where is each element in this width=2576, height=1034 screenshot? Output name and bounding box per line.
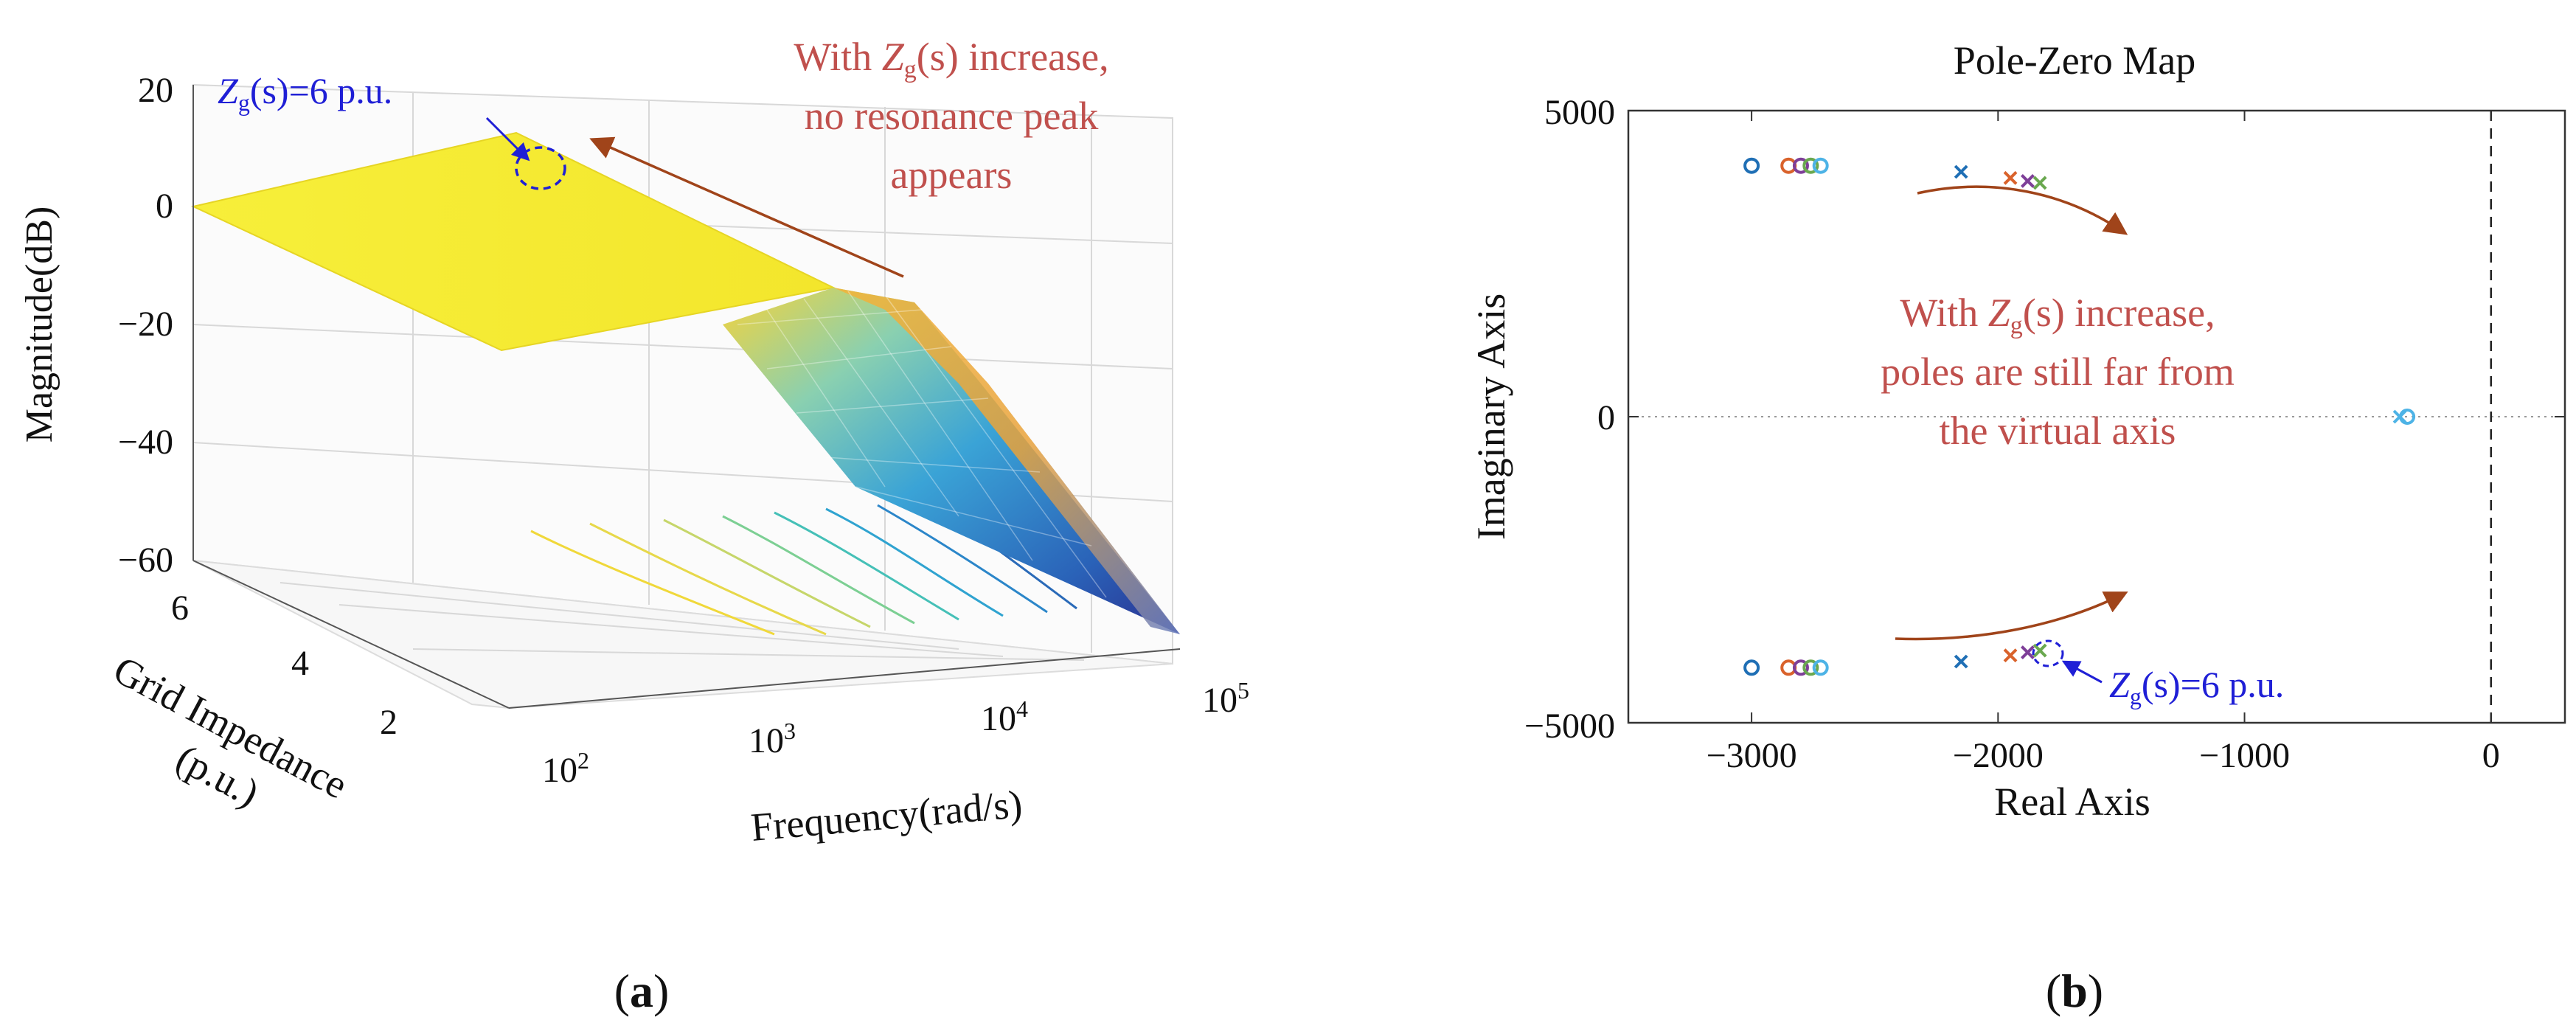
marker-circle-a — [515, 146, 566, 190]
pz-markers — [1743, 157, 2416, 676]
pz-zero-marker — [1743, 157, 1760, 174]
marker-arrow-a — [485, 117, 530, 162]
note-annotation-b: With Zg(s) increase, poles are still far… — [1881, 291, 2235, 453]
pz-x-tick-labels: −3000 −2000 −1000 0 — [1707, 736, 2500, 775]
z-tick-minus40: −40 — [118, 423, 173, 462]
z-tick-labels: 20 0 −20 −40 −60 — [118, 71, 173, 580]
x-tick-1e5: 105 — [1202, 677, 1249, 720]
note-b-line2: poles are still far from — [1881, 350, 2235, 394]
note-annotation-a: With Zg(s) increase, no resonance peak a… — [794, 35, 1108, 197]
x-tick-1e2: 102 — [542, 747, 589, 790]
pz-pole-marker — [2021, 174, 2035, 188]
note-a-line3: appears — [891, 153, 1013, 197]
x-tick-1e4: 104 — [981, 695, 1028, 738]
y-tick-2: 2 — [380, 703, 397, 742]
pz-y-tick-0: 0 — [1597, 398, 1615, 437]
pz-pole-marker — [1954, 654, 1968, 669]
note-arrow-a — [589, 136, 904, 278]
marker-label-b: Zg(s)=6 p.u. — [2109, 664, 2284, 709]
panel-b: Pole-Zero Map 5000 0 −5000 −3000 −2000 −… — [1469, 38, 2566, 1017]
z-tick-0: 0 — [156, 187, 173, 226]
pz-x-tick-minus1000: −1000 — [2199, 736, 2290, 775]
marker-arrow-b — [2061, 660, 2103, 684]
pz-pole-marker — [2003, 170, 2018, 185]
x-tick-1e3: 103 — [749, 718, 796, 760]
pz-zero-marker — [1792, 659, 1809, 676]
pz-y-tick-5000: 5000 — [1544, 93, 1615, 132]
pz-zero-marker — [1802, 659, 1819, 676]
pz-x-tick-minus3000: −3000 — [1707, 736, 1797, 775]
pz-arrow-lower — [1895, 591, 2128, 641]
pz-y-tick-minus5000: −5000 — [1524, 707, 1615, 746]
surface-rolloff — [723, 288, 1180, 634]
z-axis-label: Magnitude(dB) — [18, 207, 60, 443]
x-axis-label: Frequency(rad/s) — [749, 782, 1024, 850]
y-tick-6: 6 — [171, 589, 189, 628]
note-b-line1: With Zg(s) increase, — [1900, 291, 2215, 339]
note-a-line1: With Zg(s) increase, — [794, 35, 1108, 83]
pz-pole-marker — [2003, 648, 2018, 663]
pz-zero-marker — [1792, 157, 1809, 174]
pz-x-tick-0: 0 — [2482, 736, 2500, 775]
pz-x-tick-minus2000: −2000 — [1953, 736, 2044, 775]
z-tick-minus60: −60 — [118, 541, 173, 580]
pz-zero-marker — [1812, 659, 1829, 676]
pz-zero-marker — [1802, 157, 1819, 174]
pz-pole-marker — [2032, 176, 2047, 190]
pz-arrow-upper — [1917, 185, 2128, 235]
caption-a: (a) — [614, 965, 670, 1017]
pz-x-axis-label: Real Axis — [1994, 780, 2150, 824]
marker-circle-b — [2032, 639, 2064, 667]
pz-tick-marks — [1628, 110, 2565, 724]
y-tick-labels: 6 4 2 — [171, 589, 397, 742]
panel-a-axes — [192, 85, 1181, 709]
pz-y-tick-labels: 5000 0 −5000 — [1524, 93, 1615, 746]
x-tick-labels: 102 103 104 105 — [542, 677, 1249, 790]
panel-a: 20 0 −20 −40 −60 Magnitude(dB) 6 4 2 Gri… — [18, 35, 1249, 1017]
pz-y-axis-label: Imaginary Axis — [1469, 294, 1513, 540]
pz-pole-marker — [1954, 164, 1968, 179]
marker-annotation-b: Zg(s)=6 p.u. — [2032, 639, 2284, 709]
marker-label-a: Zg(s)=6 p.u. — [218, 70, 392, 116]
pz-title: Pole-Zero Map — [1954, 38, 2195, 83]
note-a-line2: no resonance peak — [805, 94, 1099, 138]
y-axis-label: Grid Impedance (p.u.) — [106, 648, 355, 816]
note-b-line3: the virtual axis — [1940, 409, 2176, 453]
pz-pole-marker — [2032, 643, 2047, 658]
y-tick-4: 4 — [291, 644, 309, 683]
pz-zero-marker — [1812, 157, 1829, 174]
z-tick-20: 20 — [138, 71, 173, 110]
marker-annotation-a: Zg(s)=6 p.u. — [218, 70, 566, 190]
z-tick-minus20: −20 — [118, 305, 173, 344]
pz-pole-marker — [2021, 645, 2035, 659]
pz-pole-marker — [2392, 409, 2407, 424]
caption-b: (b) — [2046, 965, 2103, 1017]
pz-zero-marker — [1743, 659, 1760, 676]
pz-plot-area — [1627, 109, 2566, 724]
